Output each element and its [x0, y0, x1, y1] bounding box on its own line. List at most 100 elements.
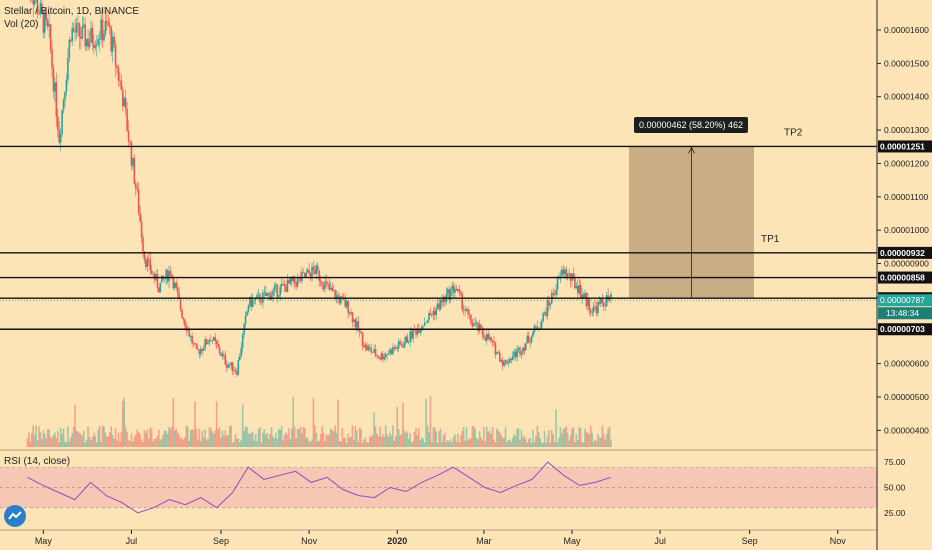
tradingview-logo-icon[interactable] [4, 505, 26, 527]
candle-body [211, 340, 214, 341]
candle-body [511, 355, 514, 361]
level-price-tag [878, 140, 932, 153]
candle-body [374, 349, 377, 356]
volume-bar [514, 435, 517, 447]
candle-body [217, 344, 219, 348]
volume-bar [259, 427, 261, 447]
candle-body [318, 270, 321, 281]
volume-bar [227, 434, 230, 447]
candle-body [423, 322, 426, 326]
volume-bar [487, 431, 490, 447]
volume-bar [205, 439, 208, 447]
current-price-tag [878, 294, 932, 307]
candle-body [442, 296, 445, 303]
candle-body [390, 349, 393, 355]
candle-body [84, 24, 87, 47]
volume-bar [311, 439, 313, 447]
volume-bar [149, 427, 152, 447]
volume-bar [496, 428, 498, 447]
symbol-legend[interactable]: Stellar / Bitcoin, 1D, BINANCE [4, 6, 140, 17]
rsi-band-layer [0, 466, 877, 509]
volume-bar [192, 429, 195, 447]
volume-bar [293, 426, 296, 447]
volume-bar [120, 431, 123, 447]
candle-body [555, 289, 557, 296]
volume-bar [328, 434, 331, 447]
volume-bar [600, 437, 602, 447]
volume-bar [178, 434, 180, 447]
volume-bar [553, 441, 556, 447]
volume-bar [511, 437, 514, 447]
volume-bar [110, 426, 113, 447]
candle-body [160, 275, 163, 283]
volume-bar [81, 436, 84, 447]
volume-bar [26, 438, 29, 447]
candle-body [104, 20, 107, 34]
volume-bar [166, 433, 169, 447]
candle-body [494, 342, 497, 355]
candle-body [172, 277, 175, 289]
time-axis[interactable]: May Jul Sep Nov 2020 Mar May Jul Sep Nov [35, 530, 846, 546]
candle-body [370, 347, 373, 353]
volume-bar [442, 435, 445, 447]
volume-bar [116, 440, 118, 447]
volume-bar [94, 435, 97, 447]
candle-body [484, 337, 487, 341]
candle-body [384, 354, 387, 358]
volume-bar [251, 431, 254, 447]
volume-bar [598, 437, 601, 447]
volume-bar [84, 442, 87, 447]
volume-bar [351, 425, 354, 447]
volume-bar [325, 434, 328, 447]
volume-bar [439, 428, 442, 447]
candle-body [223, 354, 225, 356]
candle-body [146, 258, 149, 268]
volume-bar [562, 429, 565, 447]
volume-bar [45, 438, 48, 447]
volume-bar [272, 436, 274, 447]
volume-bar [353, 439, 355, 447]
candle-body [472, 324, 475, 327]
volume-bar [75, 430, 78, 447]
volume-bar [542, 442, 544, 447]
candle-body [228, 365, 231, 366]
candle-body [458, 288, 461, 292]
level-lines-layer [0, 145, 877, 330]
candle-body [156, 274, 159, 288]
candle-body [39, 3, 42, 15]
candle-body [529, 341, 531, 343]
candle-body [406, 336, 409, 343]
candle-body [64, 91, 66, 101]
candle-body [159, 282, 162, 293]
candle-body [277, 295, 280, 297]
candle-body [38, 13, 40, 15]
candle-body [403, 342, 406, 348]
candle-body [462, 309, 465, 311]
volume-bar [436, 442, 439, 447]
candle-body [199, 348, 202, 355]
volume-bar [273, 438, 276, 447]
price-tick-label: 0.00000600 [884, 359, 929, 369]
candle-body [477, 322, 479, 331]
volume-bar [537, 432, 540, 447]
rsi-legend[interactable]: RSI (14, close) [4, 456, 71, 467]
volume-bar [435, 431, 438, 447]
candle-body [487, 334, 490, 340]
candle-body [221, 354, 224, 357]
candle-body [91, 27, 94, 44]
volume-bar [608, 426, 611, 447]
volume-bar [279, 429, 282, 447]
candle-body [397, 341, 400, 349]
rsi-axis[interactable]: 25.00 50.00 75.00 [884, 457, 906, 518]
volume-bar [399, 435, 401, 447]
candle-body [253, 299, 256, 301]
candle-body [559, 276, 562, 277]
volume-bar [74, 404, 76, 447]
candle-body [210, 340, 212, 341]
candle-body [328, 284, 331, 290]
volume-legend[interactable]: Vol (20) [4, 19, 39, 30]
candle-body [331, 287, 334, 291]
candle-body [461, 293, 464, 310]
candle-body [244, 315, 247, 324]
